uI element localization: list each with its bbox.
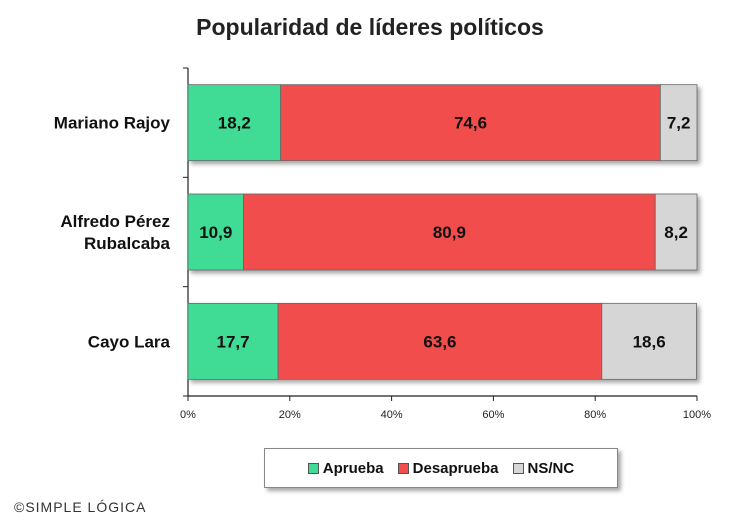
bar-segment xyxy=(601,302,697,380)
bar-segment xyxy=(277,302,603,380)
bar-segment xyxy=(280,84,661,162)
bar-group xyxy=(187,193,698,271)
legend-label-aprueba: Aprueba xyxy=(322,459,384,477)
legend-item-aprueba: Aprueba xyxy=(307,459,384,477)
bar-segment xyxy=(659,84,698,162)
data-label: 7,2 xyxy=(667,114,691,133)
category-label: Cayo Lara xyxy=(88,332,171,351)
chart-legend: Aprueba Desaprueba NS/NC xyxy=(264,448,618,488)
category-label: Alfredo Pérez Rubalcaba xyxy=(60,212,170,253)
data-label: 74,6 xyxy=(454,114,487,133)
bar-segment xyxy=(187,84,282,162)
bar-group xyxy=(187,84,698,162)
x-tick-label: 0% xyxy=(180,409,196,421)
legend-label-nsnc: NS/NC xyxy=(527,459,575,477)
data-label: 18,2 xyxy=(218,114,251,133)
data-label: 80,9 xyxy=(433,223,466,242)
x-tick-label: 40% xyxy=(381,409,403,421)
bar-segment xyxy=(187,302,279,380)
legend-item-desaprueba: Desaprueba xyxy=(397,459,499,477)
chart-title: Popularidad de líderes políticos xyxy=(196,14,544,40)
data-label: 8,2 xyxy=(664,223,688,242)
data-label: 10,9 xyxy=(199,223,232,242)
bar-group xyxy=(187,302,697,380)
legend-label-desaprueba: Desaprueba xyxy=(412,459,499,477)
bar-segment xyxy=(654,193,698,271)
x-tick-label: 20% xyxy=(279,409,301,421)
bar-segment xyxy=(187,193,244,271)
legend-swatch-nsnc xyxy=(512,462,524,474)
bar-segment xyxy=(243,193,656,271)
legend-swatch-aprueba xyxy=(307,462,319,474)
x-tick-label: 60% xyxy=(482,409,504,421)
x-tick-label: 100% xyxy=(683,409,711,421)
data-label: 18,6 xyxy=(633,332,666,351)
legend-swatch-desaprueba xyxy=(397,462,409,474)
x-tick-label: 80% xyxy=(584,409,606,421)
data-label: 17,7 xyxy=(216,332,249,351)
data-label: 63,6 xyxy=(423,332,456,351)
copyright-text: ©SIMPLE LÓGICA xyxy=(14,499,147,515)
legend-item-nsnc: NS/NC xyxy=(512,459,575,477)
category-label: Mariano Rajoy xyxy=(54,114,171,133)
